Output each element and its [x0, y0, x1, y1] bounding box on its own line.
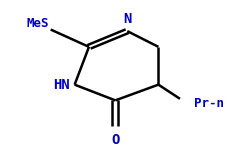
Text: HN: HN — [53, 78, 70, 92]
Text: MeS: MeS — [27, 17, 49, 30]
Text: N: N — [123, 12, 132, 26]
Text: O: O — [111, 133, 120, 147]
Text: Pr-n: Pr-n — [194, 97, 224, 110]
